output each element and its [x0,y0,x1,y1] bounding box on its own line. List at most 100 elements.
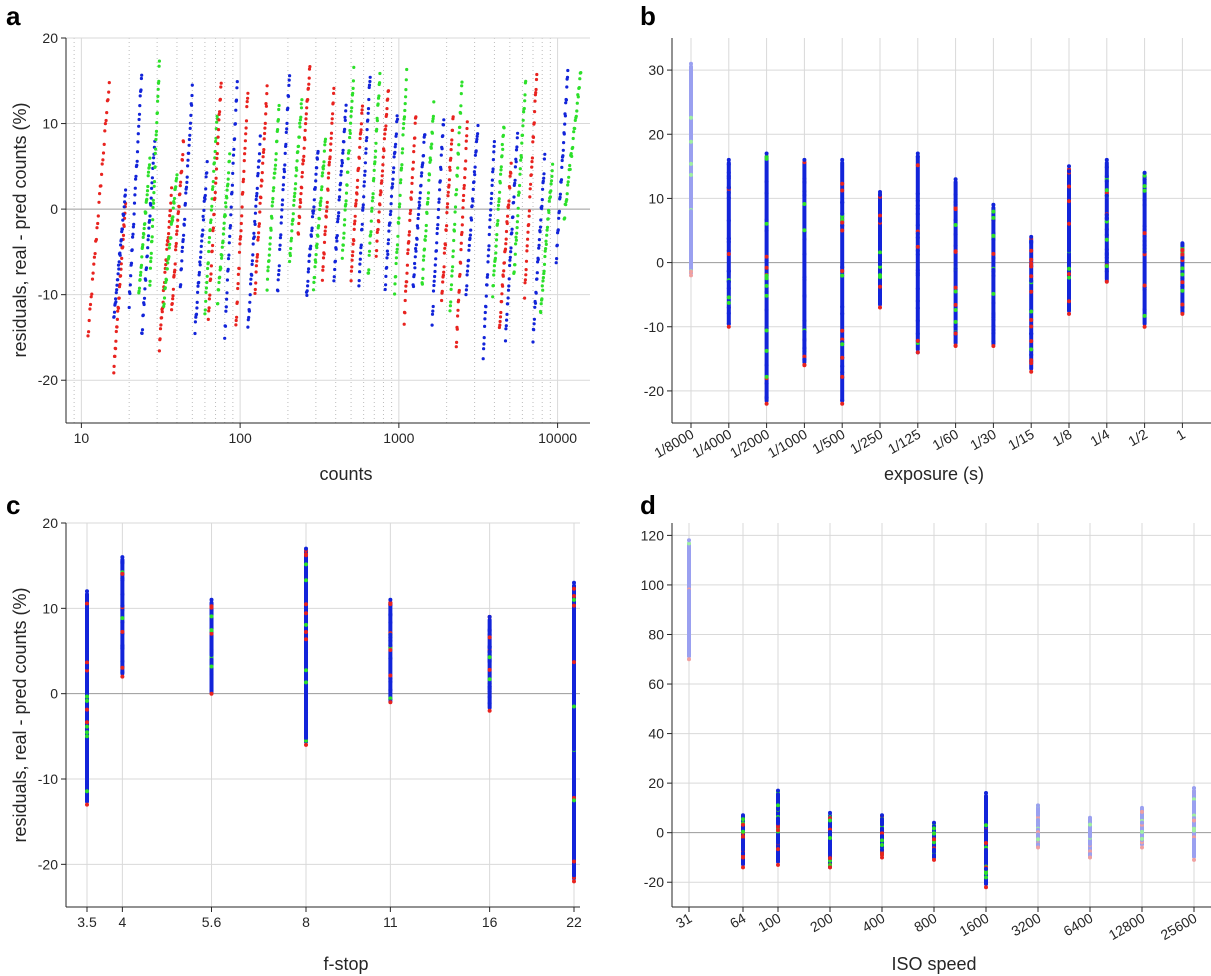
data-point [407,233,411,237]
data-point [551,162,555,166]
data-point [564,101,568,105]
data-point [302,154,306,158]
data-point [327,160,331,164]
data-point [501,133,505,137]
data-point [1180,272,1185,277]
data-point [490,183,494,187]
data-point [840,265,845,270]
data-point [209,208,213,212]
data-point [119,274,123,278]
data-point [1142,227,1147,232]
data-point [162,304,166,308]
data-point [267,253,271,257]
data-point [190,83,194,87]
data-point [499,165,503,169]
data-point [149,196,153,200]
data-point [420,282,424,286]
data-point [229,205,233,209]
data-point [96,221,100,226]
data-point [220,256,224,260]
x-tick-label: 1/15 [1005,426,1037,454]
data-point [256,165,260,169]
data-point [200,233,204,237]
data-point [332,86,336,90]
data-point [147,226,151,230]
data-point [405,271,409,275]
data-point [508,186,512,190]
data-point [544,239,548,243]
panel-d-xlabel: ISO speed [891,954,976,974]
data-point [296,144,301,148]
data-point [339,173,343,177]
data-point [828,836,832,840]
data-point [233,122,237,126]
data-point [131,225,135,229]
data-point [726,176,731,181]
data-point [1036,803,1040,808]
data-point [449,148,453,152]
panel-c-letter: c [6,490,20,520]
data-point [776,824,780,829]
data-point [487,232,491,237]
data-point [325,200,329,204]
data-point [1142,184,1147,189]
data-point [726,190,731,195]
data-point [549,179,554,183]
data-point [204,175,208,179]
data-point [277,103,281,108]
data-point [456,308,460,312]
data-point [1067,211,1071,216]
data-point [424,234,428,238]
data-point [506,288,511,292]
data-point [563,122,567,126]
data-point [204,299,208,303]
data-point [460,80,464,84]
data-point [269,228,273,232]
data-point [414,249,418,253]
data-point [169,193,173,197]
data-point [165,267,169,271]
data-point [90,292,94,296]
data-point [116,272,120,276]
data-point [828,865,832,870]
data-point [358,257,362,261]
data-point [579,71,583,75]
data-point [524,259,529,263]
y-tick-label: 0 [656,825,664,841]
data-point [247,309,251,313]
data-point [265,288,269,292]
data-point [1104,216,1109,221]
data-point [243,146,247,150]
data-point [387,229,391,233]
data-point [530,160,534,164]
data-point [449,287,453,291]
data-point [375,239,379,243]
data-point [516,206,520,210]
data-point [359,130,363,135]
x-tick-label: 1 [1173,426,1188,444]
data-point [141,235,145,239]
data-point [363,169,367,173]
data-point [430,142,434,146]
data-point [398,181,403,185]
data-point [525,249,529,253]
data-point [828,830,832,834]
data-point [209,608,214,613]
panel-c-xlabel: f-stop [323,954,368,974]
data-point [312,280,316,284]
data-point [840,157,845,162]
data-point [171,206,175,210]
data-point [148,283,152,287]
data-point [306,98,310,102]
data-point [991,324,996,328]
data-point [186,164,190,168]
data-point [85,623,89,628]
data-point [88,307,92,311]
data-point [689,61,693,66]
data-point [317,224,321,228]
data-point [401,126,405,130]
data-point [487,655,492,660]
data-point [180,169,184,173]
y-tick-label: 80 [648,626,664,642]
data-point [483,324,487,328]
